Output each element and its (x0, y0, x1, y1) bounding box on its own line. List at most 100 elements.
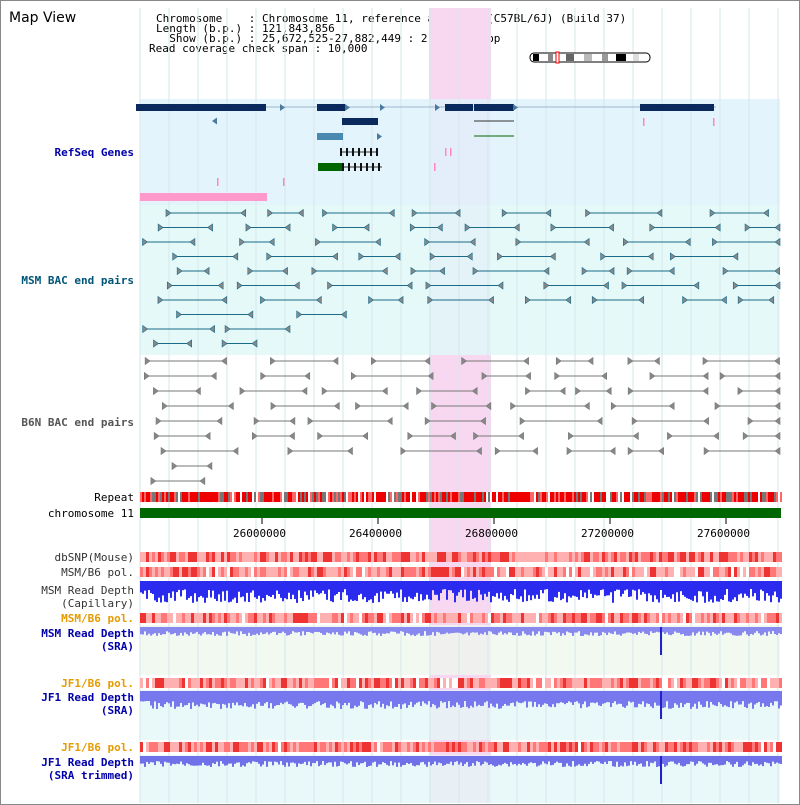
depth-bar (768, 581, 770, 596)
label-msm-bac[interactable]: MSM BAC end pairs (21, 274, 134, 287)
depth-bar (728, 756, 730, 763)
heat-cell (212, 742, 215, 752)
depth-bar (336, 627, 338, 633)
depth-bar (450, 581, 452, 591)
depth-bar (728, 627, 730, 633)
label-msm-depth-cap-2: (Capillary) (61, 597, 134, 610)
bac-end-arrow (583, 237, 590, 247)
heat-cell (683, 742, 686, 752)
heat-cell (182, 678, 185, 688)
bac-end-arrow (171, 461, 178, 471)
heat-cell (515, 567, 518, 577)
heat-cell (632, 552, 635, 562)
heat-cell (377, 567, 380, 577)
heat-cell (548, 552, 551, 562)
depth-bar (398, 627, 400, 634)
depth-bar (266, 581, 268, 595)
heat-cell (290, 567, 293, 577)
depth-bar (724, 756, 726, 765)
depth-bar (406, 756, 408, 763)
heat-cell (155, 567, 158, 577)
depth-bar (360, 627, 362, 635)
heat-cell (761, 552, 764, 562)
heat-cell (230, 567, 233, 577)
repeat-cell (234, 492, 236, 502)
depth-bar (478, 581, 480, 590)
depth-bar (460, 627, 462, 634)
heat-cell (734, 678, 737, 688)
depth-bar (480, 581, 482, 595)
depth-bar (214, 691, 216, 703)
heat-cell (476, 678, 479, 688)
depth-bar (556, 691, 558, 704)
depth-bar (364, 627, 366, 635)
depth-bar (340, 627, 342, 636)
heat-cell (302, 678, 305, 688)
depth-bar (636, 756, 638, 766)
repeat-cell (734, 492, 736, 502)
heat-cell (158, 567, 161, 577)
bac-end-arrow (763, 208, 769, 218)
depth-bar (674, 756, 676, 764)
depth-bar (552, 627, 554, 632)
heat-cell (383, 678, 386, 688)
heat-cell (296, 567, 299, 577)
heat-cell (440, 613, 443, 623)
heat-cell (365, 742, 368, 752)
depth-bar (656, 691, 658, 706)
heat-cell (509, 742, 512, 752)
bac-end-arrow (150, 476, 157, 486)
depth-bar (190, 756, 192, 766)
heat-cell (311, 742, 314, 752)
heat-cell (701, 678, 704, 688)
depth-bar (518, 691, 520, 703)
heat-cell (326, 678, 329, 688)
depth-bar (698, 756, 700, 762)
repeat-track (140, 492, 782, 502)
depth-bar (326, 691, 328, 708)
heat-cell (323, 552, 326, 562)
heat-cell (644, 613, 647, 623)
depth-bar (230, 756, 232, 764)
depth-bar (282, 581, 284, 602)
heat-cell (464, 613, 467, 623)
depth-bar (248, 691, 250, 708)
label-jf1-depth-sra-1: JF1 Read Depth (41, 691, 134, 704)
depth-bar (206, 627, 208, 635)
depth-bar (376, 691, 378, 705)
heat-cell (206, 742, 209, 752)
bac-end-arrow (603, 281, 609, 290)
depth-bar (390, 756, 392, 762)
label-b6n-bac[interactable]: B6N BAC end pairs (21, 416, 134, 429)
heat-cell (722, 567, 725, 577)
depth-bar (394, 581, 396, 599)
heat-cell (560, 678, 563, 688)
depth-bar (694, 627, 696, 636)
depth-bar (366, 691, 368, 709)
heat-cell (389, 742, 392, 752)
bac-end-arrow (626, 266, 633, 276)
depth-bar (176, 581, 178, 593)
depth-bar (270, 756, 272, 762)
depth-bar (410, 756, 412, 763)
heat-cell (170, 567, 173, 577)
depth-bar (406, 581, 408, 602)
depth-bar (236, 756, 238, 763)
depth-bar (358, 627, 360, 634)
depth-bar (654, 756, 656, 762)
depth-bar (552, 756, 554, 765)
heat-cell (611, 552, 614, 562)
heat-cell (626, 567, 629, 577)
repeat-cell (412, 492, 414, 502)
depth-bar (428, 627, 430, 636)
bac-end-arrow (157, 295, 164, 305)
depth-bar (580, 627, 582, 636)
label-refseq-genes[interactable]: RefSeq Genes (54, 146, 134, 159)
depth-bar (492, 756, 494, 766)
heat-cell (776, 552, 779, 562)
heat-cell (158, 678, 161, 688)
depth-bar (156, 691, 158, 709)
heat-cell (152, 613, 155, 623)
bac-end-arrow (454, 208, 461, 218)
